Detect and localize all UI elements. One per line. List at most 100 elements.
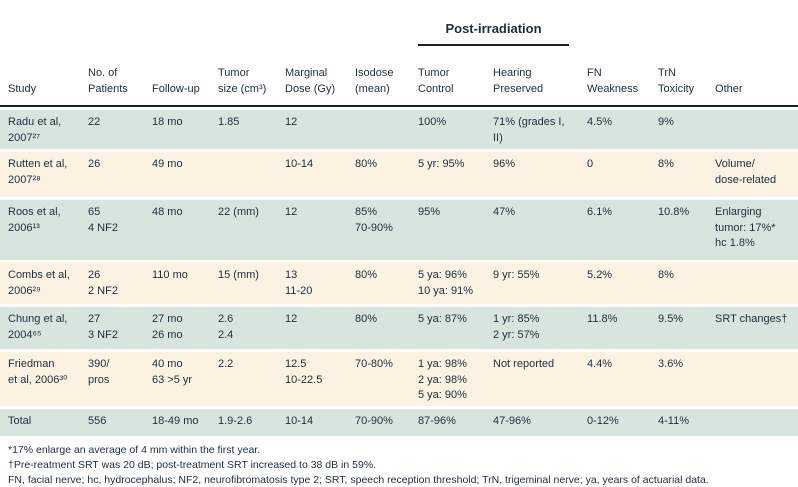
group-header-row: Post-irradiation [0, 0, 798, 62]
table-cell: 47% [493, 196, 588, 260]
table-cell: 9 yr: 55% [493, 259, 588, 304]
column-header-tumor-control: Tumor Control [418, 62, 493, 107]
table-cell: 10-14 [285, 148, 355, 197]
table-cell: 80% [355, 259, 418, 304]
table-cell: Friedman et al, 2006³⁰ [0, 348, 88, 407]
table-cell: Rutten et al, 2007²⁸ [0, 148, 88, 197]
column-header-patients: No. of Patients [88, 62, 152, 107]
column-header-followup: Follow-up [152, 62, 218, 107]
table-cell: 100% [418, 106, 493, 149]
table-cell: 70-90% [355, 406, 418, 437]
table-cell: 40 mo 63 >5 yr [152, 348, 218, 407]
table-cell: Enlarging tumor: 17%* hc 1.8% [715, 196, 798, 260]
table-cell: 12 [285, 303, 355, 349]
table-cell: 8% [658, 148, 716, 197]
table-cell: 110 mo [152, 259, 218, 304]
footnote: FN, facial nerve; hc, hydrocephalus; NF2… [8, 473, 709, 486]
table-cell: 4.4% [587, 348, 659, 407]
table-cell: 5 yr: 95% [418, 148, 493, 197]
column-header-trn-toxicity: TrN Toxicity [658, 62, 716, 107]
table-row: Chung et al, 2004⁶⁵ 27 3 NF2 27 mo 26 mo… [0, 303, 798, 349]
table-cell: 71% (grades I, II) [493, 106, 588, 149]
table-cell: 12.5 10-22.5 [285, 348, 355, 407]
column-header-other: Other [715, 62, 798, 107]
table-cell [715, 348, 798, 407]
column-header-fn-weakness: FN Weakness [587, 62, 659, 107]
study-outcomes-table: Post-irradiation Study No. of Patients F… [0, 0, 798, 437]
table-cell: 80% [355, 303, 418, 349]
table-cell: 48 mo [152, 196, 218, 260]
table-cell: 6.1% [587, 196, 659, 260]
table-cell [715, 406, 798, 437]
column-header-marginal-dose: Marginal Dose (Gy) [285, 62, 355, 107]
table-cell: 15 (mm) [218, 259, 285, 304]
column-header-study: Study [0, 62, 88, 107]
table-cell: 12 [285, 196, 355, 260]
table-cell: 70-80% [355, 348, 418, 407]
table-cell: 27 mo 26 mo [152, 303, 218, 349]
column-header-tumor-size: Tumor size (cm³) [218, 62, 285, 107]
table-cell: 49 mo [152, 148, 218, 197]
column-header-row: Study No. of Patients Follow-up Tumor si… [0, 62, 798, 107]
table-cell: 0 [587, 148, 659, 197]
table-cell: 18-49 mo [152, 406, 218, 437]
table-cell: 47-96% [493, 406, 588, 437]
table-cell: 556 [88, 406, 152, 437]
table-cell: Chung et al, 2004⁶⁵ [0, 303, 88, 349]
table-cell: 0-12% [587, 406, 659, 437]
table-cell: Roos et al, 2006¹³ [0, 196, 88, 260]
footnote: †Pre-reatment SRT was 20 dB; post-treatm… [8, 459, 377, 472]
table-cell [715, 106, 798, 149]
group-header-cell: Post-irradiation [418, 0, 587, 62]
table-cell: 26 2 NF2 [88, 259, 152, 304]
table-cell: 10.8% [658, 196, 716, 260]
table-cell [218, 148, 285, 197]
table-cell: Radu et al, 2007²⁷ [0, 106, 88, 149]
table-row: Radu et al, 2007²⁷ 22 18 mo 1.85 12 100%… [0, 106, 798, 149]
table-cell: Combs et al, 2006²⁹ [0, 259, 88, 304]
table-row: Combs et al, 2006²⁹ 26 2 NF2 110 mo 15 (… [0, 259, 798, 304]
column-header-isodose: Isodose (mean) [355, 62, 418, 107]
table-cell: 85% 70-90% [355, 196, 418, 260]
table-cell: 87-96% [418, 406, 493, 437]
table-cell [715, 259, 798, 304]
table-row: Roos et al, 2006¹³ 65 4 NF2 48 mo 22 (mm… [0, 196, 798, 260]
table-cell: 2.6 2.4 [218, 303, 285, 349]
table-cell: 5.2% [587, 259, 659, 304]
table-cell: 96% [493, 148, 588, 197]
footnote: *17% enlarge an average of 4 mm within t… [8, 444, 261, 457]
table-cell: 22 (mm) [218, 196, 285, 260]
table-cell: 18 mo [152, 106, 218, 149]
table-cell: 4-11% [658, 406, 716, 437]
table-cell: 95% [418, 196, 493, 260]
table-cell: 26 [88, 148, 152, 197]
table-cell: 3.6% [658, 348, 716, 407]
table-cell: 11.8% [587, 303, 659, 349]
table-cell: Not reported [493, 348, 588, 407]
table-cell: Volume/ dose-related [715, 148, 798, 197]
table-row: Friedman et al, 2006³⁰ 390/ pros 40 mo 6… [0, 348, 798, 407]
table-cell: 5 ya: 87% [418, 303, 493, 349]
table-cell: SRT changes† [715, 303, 798, 349]
table-cell: 22 [88, 106, 152, 149]
table-cell: 5 ya: 96% 10 ya: 91% [418, 259, 493, 304]
table-cell: Total [0, 406, 88, 437]
table-cell: 9.5% [658, 303, 716, 349]
table-cell: 80% [355, 148, 418, 197]
table-cell: 1.9-2.6 [218, 406, 285, 437]
table-cell: 1 ya: 98% 2 ya: 98% 5 ya: 90% [418, 348, 493, 407]
table-cell: 65 4 NF2 [88, 196, 152, 260]
table-row: Rutten et al, 2007²⁸ 26 49 mo 10-14 80% … [0, 148, 798, 197]
table-cell: 390/ pros [88, 348, 152, 407]
table-cell: 12 [285, 106, 355, 149]
column-header-hearing-preserved: Hearing Preserved [493, 62, 588, 107]
post-irradiation-group-header: Post-irradiation [418, 20, 570, 46]
table-cell: 1 yr: 85% 2 yr: 57% [493, 303, 588, 349]
total-row: Total 556 18-49 mo 1.9-2.6 10-14 70-90% … [0, 406, 798, 437]
table-cell: 27 3 NF2 [88, 303, 152, 349]
table-cell [355, 106, 418, 149]
table-cell: 10-14 [285, 406, 355, 437]
table-cell: 9% [658, 106, 716, 149]
table-cell: 2.2 [218, 348, 285, 407]
table-cell: 4.5% [587, 106, 659, 149]
